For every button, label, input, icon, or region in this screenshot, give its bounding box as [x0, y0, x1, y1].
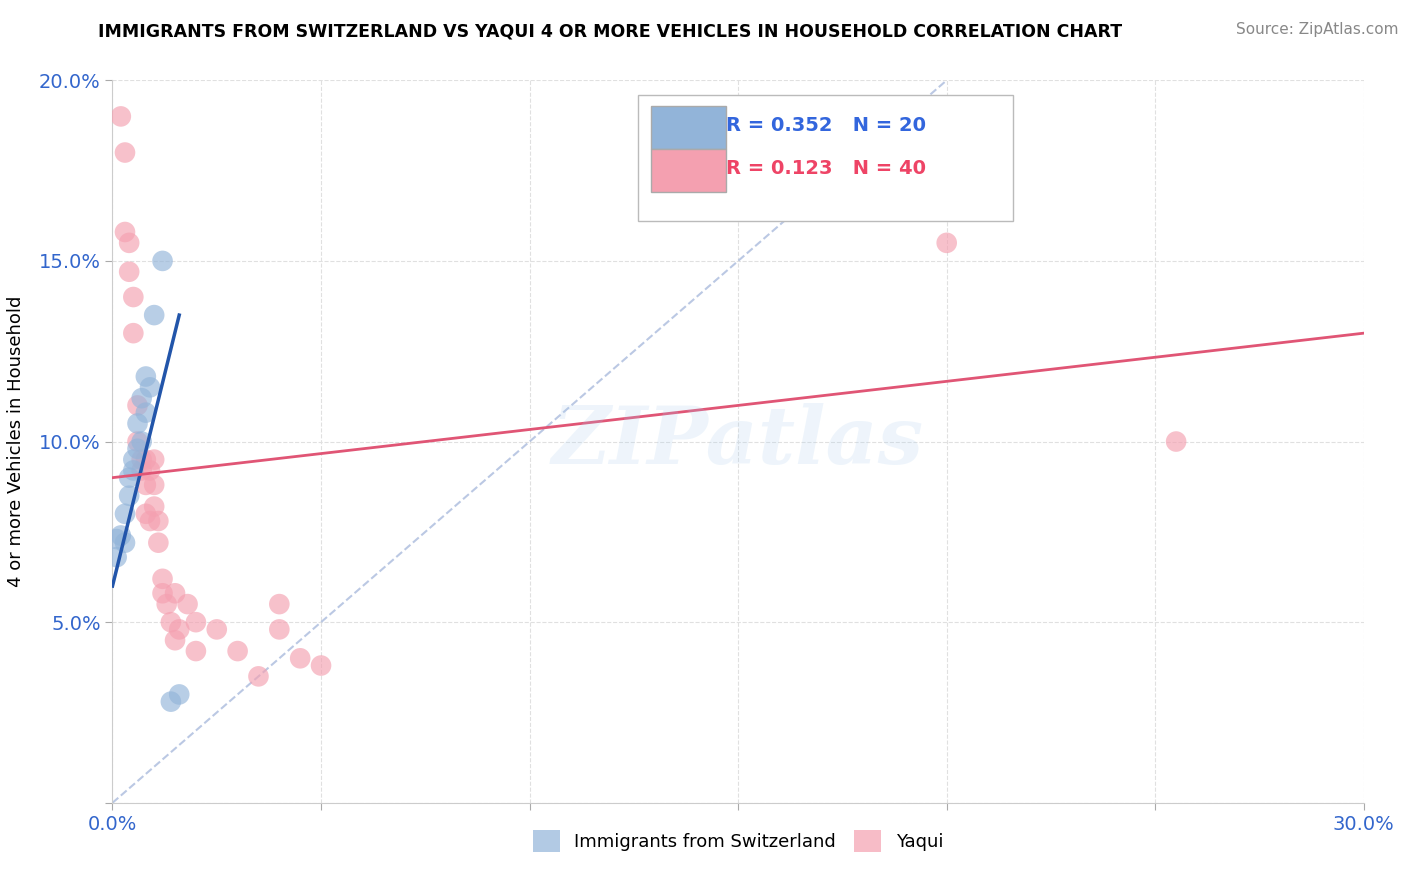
Point: [135, 507, 157, 521]
Point: [167, 623, 190, 637]
Point: [122, 463, 145, 477]
Point: [135, 369, 157, 384]
Point: [247, 669, 270, 683]
Point: [122, 326, 145, 340]
Point: [131, 391, 153, 405]
Point: [114, 507, 136, 521]
Point: [122, 452, 145, 467]
Legend: Immigrants from Switzerland, Yaqui: Immigrants from Switzerland, Yaqui: [533, 830, 943, 852]
FancyBboxPatch shape: [651, 149, 725, 193]
Point: [127, 434, 149, 449]
Point: [114, 535, 136, 549]
Point: [205, 623, 228, 637]
Point: [131, 463, 153, 477]
Text: IMMIGRANTS FROM SWITZERLAND VS YAQUI 4 OR MORE VEHICLES IN HOUSEHOLD CORRELATION: IMMIGRANTS FROM SWITZERLAND VS YAQUI 4 O…: [98, 22, 1122, 40]
Point: [110, 109, 132, 123]
Point: [143, 478, 166, 492]
Point: [105, 532, 128, 546]
Point: [118, 471, 141, 485]
Point: [135, 478, 157, 492]
Point: [139, 463, 162, 477]
Point: [127, 417, 149, 431]
Point: [167, 687, 190, 701]
Point: [118, 265, 141, 279]
Text: ZIPatlas: ZIPatlas: [553, 403, 924, 480]
Point: [148, 535, 170, 549]
Text: R = 0.123   N = 40: R = 0.123 N = 40: [725, 159, 925, 178]
Point: [122, 290, 145, 304]
Point: [135, 406, 157, 420]
Point: [269, 623, 291, 637]
Point: [131, 434, 153, 449]
Text: R = 0.352   N = 20: R = 0.352 N = 20: [725, 116, 925, 135]
Point: [160, 615, 183, 630]
Point: [156, 597, 179, 611]
Point: [309, 658, 332, 673]
Point: [110, 528, 132, 542]
Point: [269, 597, 291, 611]
Point: [148, 514, 170, 528]
Point: [935, 235, 957, 250]
Point: [163, 633, 186, 648]
Point: [143, 500, 166, 514]
Point: [184, 615, 207, 630]
FancyBboxPatch shape: [651, 105, 725, 149]
Point: [152, 572, 174, 586]
Point: [160, 695, 183, 709]
Point: [131, 452, 153, 467]
Point: [114, 145, 136, 160]
Point: [143, 452, 166, 467]
Point: [152, 254, 174, 268]
Point: [135, 452, 157, 467]
Point: [127, 398, 149, 412]
Point: [118, 489, 141, 503]
Point: [139, 514, 162, 528]
Point: [139, 380, 162, 394]
Point: [143, 308, 166, 322]
Text: Source: ZipAtlas.com: Source: ZipAtlas.com: [1236, 22, 1399, 37]
Point: [1164, 434, 1187, 449]
Point: [105, 550, 128, 565]
Y-axis label: 4 or more Vehicles in Household: 4 or more Vehicles in Household: [7, 296, 25, 587]
Point: [176, 597, 198, 611]
Point: [290, 651, 312, 665]
Point: [114, 225, 136, 239]
Point: [152, 586, 174, 600]
Point: [118, 235, 141, 250]
Point: [127, 442, 149, 456]
Point: [226, 644, 249, 658]
FancyBboxPatch shape: [638, 95, 1014, 221]
Point: [163, 586, 186, 600]
Point: [184, 644, 207, 658]
